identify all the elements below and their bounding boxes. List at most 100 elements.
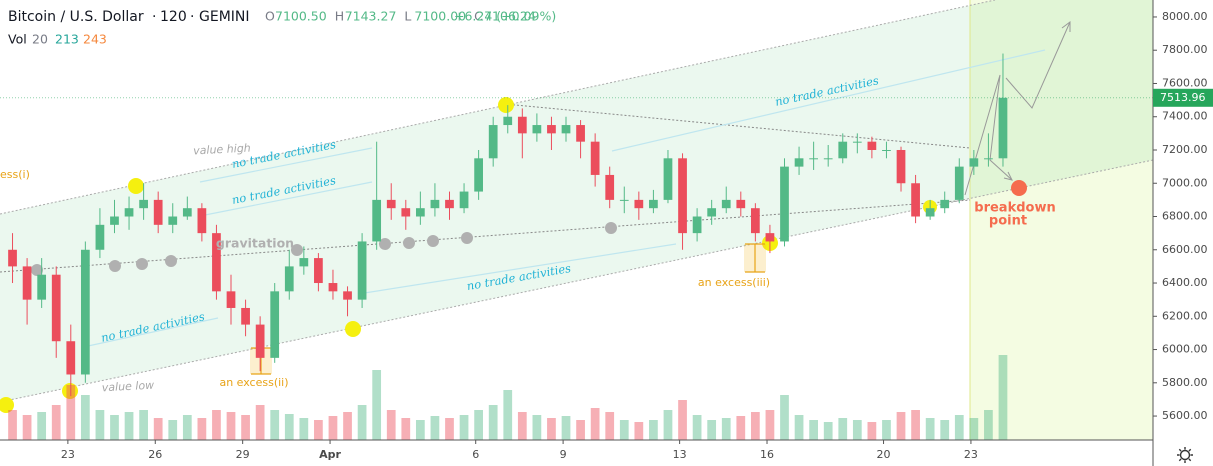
candle-body (314, 258, 323, 284)
volume-bar (415, 420, 425, 440)
volume-bar (95, 410, 105, 440)
last-price-box (1153, 88, 1213, 107)
volume-bar (852, 420, 862, 440)
volume-bar (925, 418, 935, 440)
candle-body (299, 258, 309, 267)
candle-body (576, 125, 585, 142)
ohlc-key: H (335, 9, 344, 24)
y-tick-label: 6600.00 (1162, 243, 1208, 256)
exchange: GEMINI (199, 9, 250, 25)
excess-markers (250, 243, 766, 375)
x-tick-label: 26 (148, 448, 162, 461)
volume-length: 20 (32, 32, 48, 47)
candle-body (605, 174, 615, 200)
candle-body (649, 199, 658, 209)
volume-bar (692, 415, 702, 440)
candle-body (255, 324, 265, 358)
y-tick-label: 6400.00 (1162, 276, 1208, 289)
symbol: Bitcoin / U.S. Dollar (8, 9, 144, 25)
candle-body (110, 216, 119, 225)
candle-body (780, 166, 789, 242)
volume-bar (605, 412, 615, 440)
candle-body (124, 208, 134, 217)
volume-bar (911, 410, 920, 440)
ohlc-value: 7143.27 (345, 9, 397, 24)
projection-zone (970, 0, 1153, 440)
candle-body (459, 191, 469, 209)
separator: · (190, 9, 194, 25)
x-tick-label: 23 (964, 448, 978, 461)
volume-label: Vol (8, 32, 27, 47)
projection-arrows (964, 21, 1071, 196)
candle-body (503, 116, 513, 126)
y-tick-label: 7800.00 (1162, 43, 1208, 56)
volume-bar (940, 420, 950, 440)
candle-body (619, 199, 629, 201)
ohlc: O 7100.50 H 7143.27 L 7100.00 C 7106.24 (265, 9, 536, 24)
annotation: an excess(iii) (698, 276, 770, 289)
candle-body (547, 125, 556, 134)
candle-body (328, 283, 338, 292)
settings-icon[interactable] (1177, 447, 1193, 463)
candle-body (634, 199, 644, 209)
annotation: value low (102, 379, 155, 395)
volume-bar (153, 418, 163, 440)
volume-bar (809, 420, 818, 440)
candle-body (911, 183, 920, 217)
candle-body (736, 199, 746, 209)
candle-body (852, 141, 862, 143)
volume-bar (357, 405, 367, 440)
volume-ma: 243 (83, 32, 107, 47)
candle-body (197, 208, 207, 234)
candle-body (838, 141, 848, 159)
volume-bar (969, 418, 979, 440)
ohlc-value: 7106.24 (484, 9, 536, 24)
ohlc-key: L (404, 9, 411, 24)
candle-body (707, 208, 717, 217)
annotation: value high (193, 142, 251, 158)
candle-body (954, 166, 964, 200)
volume-bar (37, 412, 47, 440)
volume-bar (750, 412, 760, 440)
annotation: an excess(ii) (219, 376, 288, 389)
candle-body (343, 291, 352, 300)
candle-body (37, 274, 47, 300)
ohlc-value: 7100.00 (414, 9, 466, 24)
candle-body (678, 158, 687, 234)
resistance-line (504, 103, 971, 149)
ohlc-key: O (265, 9, 275, 24)
ohlc-key: C (474, 9, 483, 24)
candle-body (765, 233, 775, 242)
volume-bar (168, 420, 178, 440)
x-tick-label: 13 (673, 448, 687, 461)
volume-bar (663, 410, 673, 440)
volume-bar (139, 410, 148, 440)
volume-bar (328, 416, 338, 440)
x-tick-label: 20 (877, 448, 891, 461)
volume-bar (110, 415, 119, 440)
annotation: ess(i) (0, 168, 30, 181)
x-tick-label: 23 (61, 448, 75, 461)
plot (0, 53, 1153, 440)
volume-bar (998, 355, 1008, 440)
volume-bar (547, 418, 556, 440)
annotation-layer (0, 0, 1153, 440)
candle-body (750, 208, 760, 234)
price-axis-bg (1153, 0, 1213, 466)
y-tick-label: 8000.00 (1162, 10, 1208, 23)
y-tick-label: 5800.00 (1162, 376, 1208, 389)
y-tick-label: 6200.00 (1162, 309, 1208, 322)
candle-body (823, 158, 833, 160)
volume-bar (736, 416, 746, 440)
volume-bar (517, 412, 527, 440)
last-price-label: 7513.96 (1160, 91, 1206, 104)
volume-bar (619, 420, 629, 440)
breakdown-point (1011, 180, 1027, 196)
volume-bar (372, 370, 382, 440)
candle-body (415, 208, 425, 217)
volume-bar (66, 385, 76, 440)
volume-bar (270, 410, 280, 440)
time-axis-bg (0, 440, 1153, 466)
